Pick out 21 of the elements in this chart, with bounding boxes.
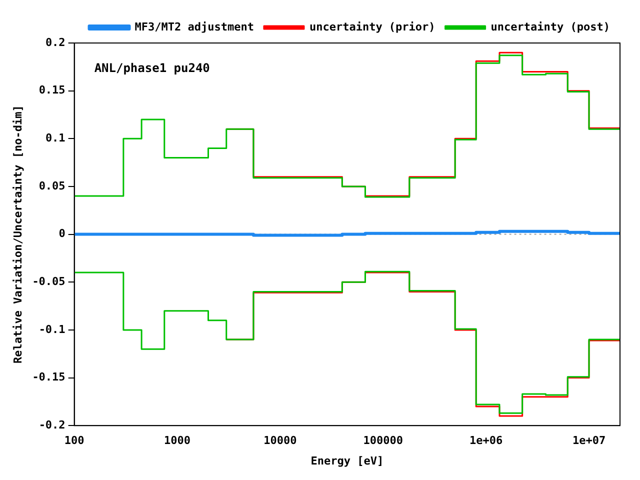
x-tick-label: 100000 bbox=[363, 434, 404, 448]
y-tick-label: -0.15 bbox=[32, 370, 66, 384]
y-tick-label: 0.1 bbox=[45, 132, 66, 145]
x-tick-label: 1e+07 bbox=[572, 434, 606, 448]
y-tick-label: 0.05 bbox=[38, 179, 66, 192]
y-tick-label: -0.2 bbox=[38, 418, 66, 432]
legend-label: MF3/MT2 adjustment bbox=[134, 20, 254, 34]
y-tick-label: 0.2 bbox=[45, 36, 66, 49]
y-tick-label: 0.15 bbox=[38, 84, 66, 97]
x-tick-label: 1000 bbox=[164, 434, 191, 448]
y-tick-label: -0.1 bbox=[38, 322, 66, 336]
annotation: ANL/phase1 pu240 bbox=[94, 61, 210, 76]
y-tick-label: 0 bbox=[58, 227, 66, 240]
y-axis-title: Relative Variation/Uncertainty [no-dim] bbox=[11, 105, 24, 364]
x-axis-title: Energy [eV] bbox=[310, 454, 384, 468]
x-tick-label: 10000 bbox=[264, 434, 297, 448]
legend-label: uncertainty (prior) bbox=[309, 20, 436, 34]
y-tick-label: -0.05 bbox=[32, 274, 66, 288]
legend-label: uncertainty (post) bbox=[490, 20, 610, 34]
x-tick-label: 1e+06 bbox=[470, 434, 503, 448]
x-tick-label: 100 bbox=[64, 434, 84, 448]
